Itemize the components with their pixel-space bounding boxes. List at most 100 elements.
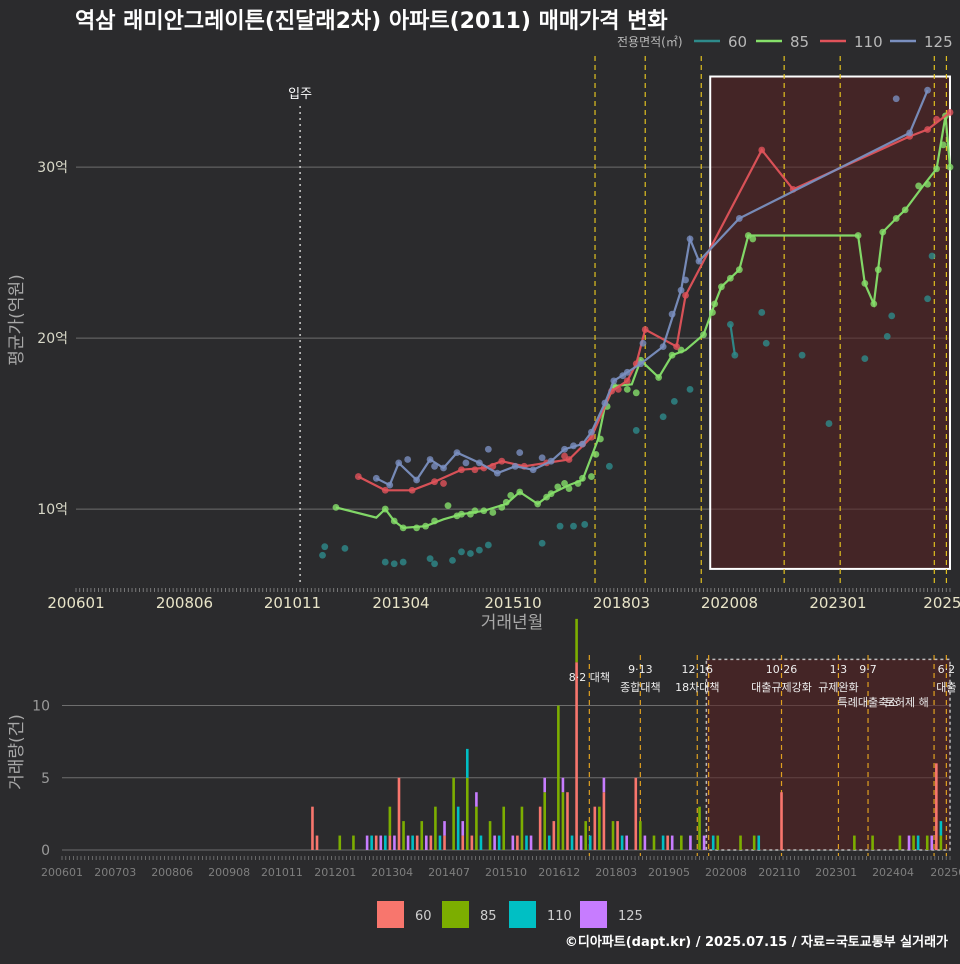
volume-bar-60 <box>593 806 597 850</box>
x-tick-label: 201510 <box>485 866 527 879</box>
volume-bar-110 <box>620 835 624 850</box>
data-point-85 <box>623 385 631 393</box>
data-point-85 <box>565 485 573 492</box>
volume-bar-85 <box>912 835 915 850</box>
volume-bar-110 <box>411 835 414 850</box>
data-point-125 <box>547 457 555 465</box>
volume-bar-85 <box>420 821 424 850</box>
volume-chart-panel: 0 5 10 8·2 대책 9·13 종합대책 12·16 18차대책 10·26 대출규제강화 1… <box>7 618 960 879</box>
volume-bar-60 <box>780 792 783 850</box>
data-point-125 <box>413 476 421 484</box>
chart-title: 역삼 래미안그레이튼(진달래2차) 아파트(2011) 매매가격 변화 <box>75 9 668 34</box>
volume-bar-125 <box>561 777 565 793</box>
volume-bar-60 <box>443 835 446 850</box>
top-legend: 전용면적(㎡) 60 85 110 125 <box>617 33 953 51</box>
data-point-110 <box>924 126 931 133</box>
policy-text-label: 규제완화 <box>818 681 858 694</box>
volume-bar-110 <box>465 748 469 778</box>
volume-bar-85 <box>502 806 506 850</box>
policy-date-label: 6·2 <box>938 663 956 676</box>
volume-bar-110 <box>479 835 483 850</box>
x-tick-label: 201304 <box>371 866 413 879</box>
volume-bar-60 <box>374 835 378 850</box>
volume-bar-60 <box>538 806 542 850</box>
data-point-85 <box>915 182 923 190</box>
data-point-110 <box>354 473 362 480</box>
data-point-60 <box>570 522 577 530</box>
data-point-85 <box>946 163 954 171</box>
data-point-60 <box>888 312 896 320</box>
data-point-85 <box>874 266 882 274</box>
policy-date-label: 9·13 <box>628 663 653 676</box>
x-tick-label: 201803 <box>595 866 637 879</box>
x-tick-label: 202110 <box>758 866 800 879</box>
data-point-110 <box>682 291 689 299</box>
volume-bar-125 <box>425 835 428 850</box>
x-tick-label: 201803 <box>593 594 650 612</box>
volume-bar-60 <box>566 792 569 850</box>
data-point-110 <box>431 478 438 486</box>
x-axis-title: 거래년월 <box>481 613 544 633</box>
data-point-60 <box>928 252 936 260</box>
volume-bar-125 <box>579 835 583 850</box>
data-point-60 <box>726 321 734 328</box>
volume-bar-110 <box>916 835 920 850</box>
data-point-125 <box>610 377 618 385</box>
volume-bar-85 <box>939 835 943 850</box>
data-point-110 <box>440 480 447 487</box>
data-point-125 <box>906 129 914 137</box>
data-point-85 <box>579 474 586 482</box>
volume-bar-110 <box>588 835 592 850</box>
legend-label-125: 125 <box>924 33 953 51</box>
data-point-85 <box>854 232 862 239</box>
footer-credit: ©디아파트(dapt.kr) / 2025.07.15 / 자료=국토교통부 실… <box>565 934 948 950</box>
data-point-85 <box>431 517 438 525</box>
volume-bar-125 <box>602 777 606 793</box>
data-point-125 <box>570 442 577 450</box>
volume-bar-85 <box>338 835 342 850</box>
data-point-110 <box>471 466 479 474</box>
y-tick-label: 20억 <box>37 331 68 347</box>
volume-bar-85 <box>575 618 578 663</box>
data-point-125 <box>682 276 689 284</box>
data-point-60 <box>924 295 931 303</box>
volume-bar-125 <box>529 835 533 850</box>
volume-bar-110 <box>757 835 761 850</box>
volume-bar-60 <box>575 662 578 850</box>
data-point-125 <box>588 428 595 436</box>
legend-label-85: 85 <box>790 33 809 51</box>
volume-bar-125 <box>643 835 647 850</box>
volume-bar-60 <box>311 806 314 850</box>
volume-bar-110 <box>661 835 665 850</box>
x-tick-label: 200908 <box>208 866 250 879</box>
x-tick-label: 200601 <box>41 866 83 879</box>
data-point-85 <box>597 435 604 443</box>
move-in-label: 입주 <box>288 87 312 102</box>
volume-bar-60 <box>935 763 938 850</box>
x-tick-label: 201510 <box>484 594 541 612</box>
volume-bar-85 <box>698 806 701 850</box>
volume-bar-125 <box>689 835 692 850</box>
volume-bar-85 <box>557 705 560 850</box>
data-point-85 <box>933 165 940 173</box>
data-point-85 <box>458 510 465 518</box>
data-point-60 <box>475 546 483 554</box>
data-point-110 <box>641 326 649 333</box>
x-tick-label: 201011 <box>261 866 303 879</box>
x-tick-label: 201011 <box>264 594 321 612</box>
volume-bar-110 <box>547 835 551 850</box>
legend-swatch-125 <box>580 901 607 928</box>
legend-label-60: 60 <box>728 33 747 51</box>
data-point-60 <box>399 558 407 566</box>
data-point-60 <box>319 551 326 559</box>
data-point-125 <box>462 459 470 467</box>
data-point-125 <box>579 440 586 448</box>
y-axis-title: 거래량(건) <box>7 714 27 790</box>
data-point-125 <box>735 215 743 222</box>
legend-label-110: 110 <box>547 909 572 924</box>
data-point-85 <box>655 374 663 381</box>
volume-bar-110 <box>384 835 387 850</box>
volume-bar-85 <box>639 821 642 850</box>
data-point-85 <box>547 490 555 498</box>
policy-date-label: 9·7 <box>859 663 877 676</box>
